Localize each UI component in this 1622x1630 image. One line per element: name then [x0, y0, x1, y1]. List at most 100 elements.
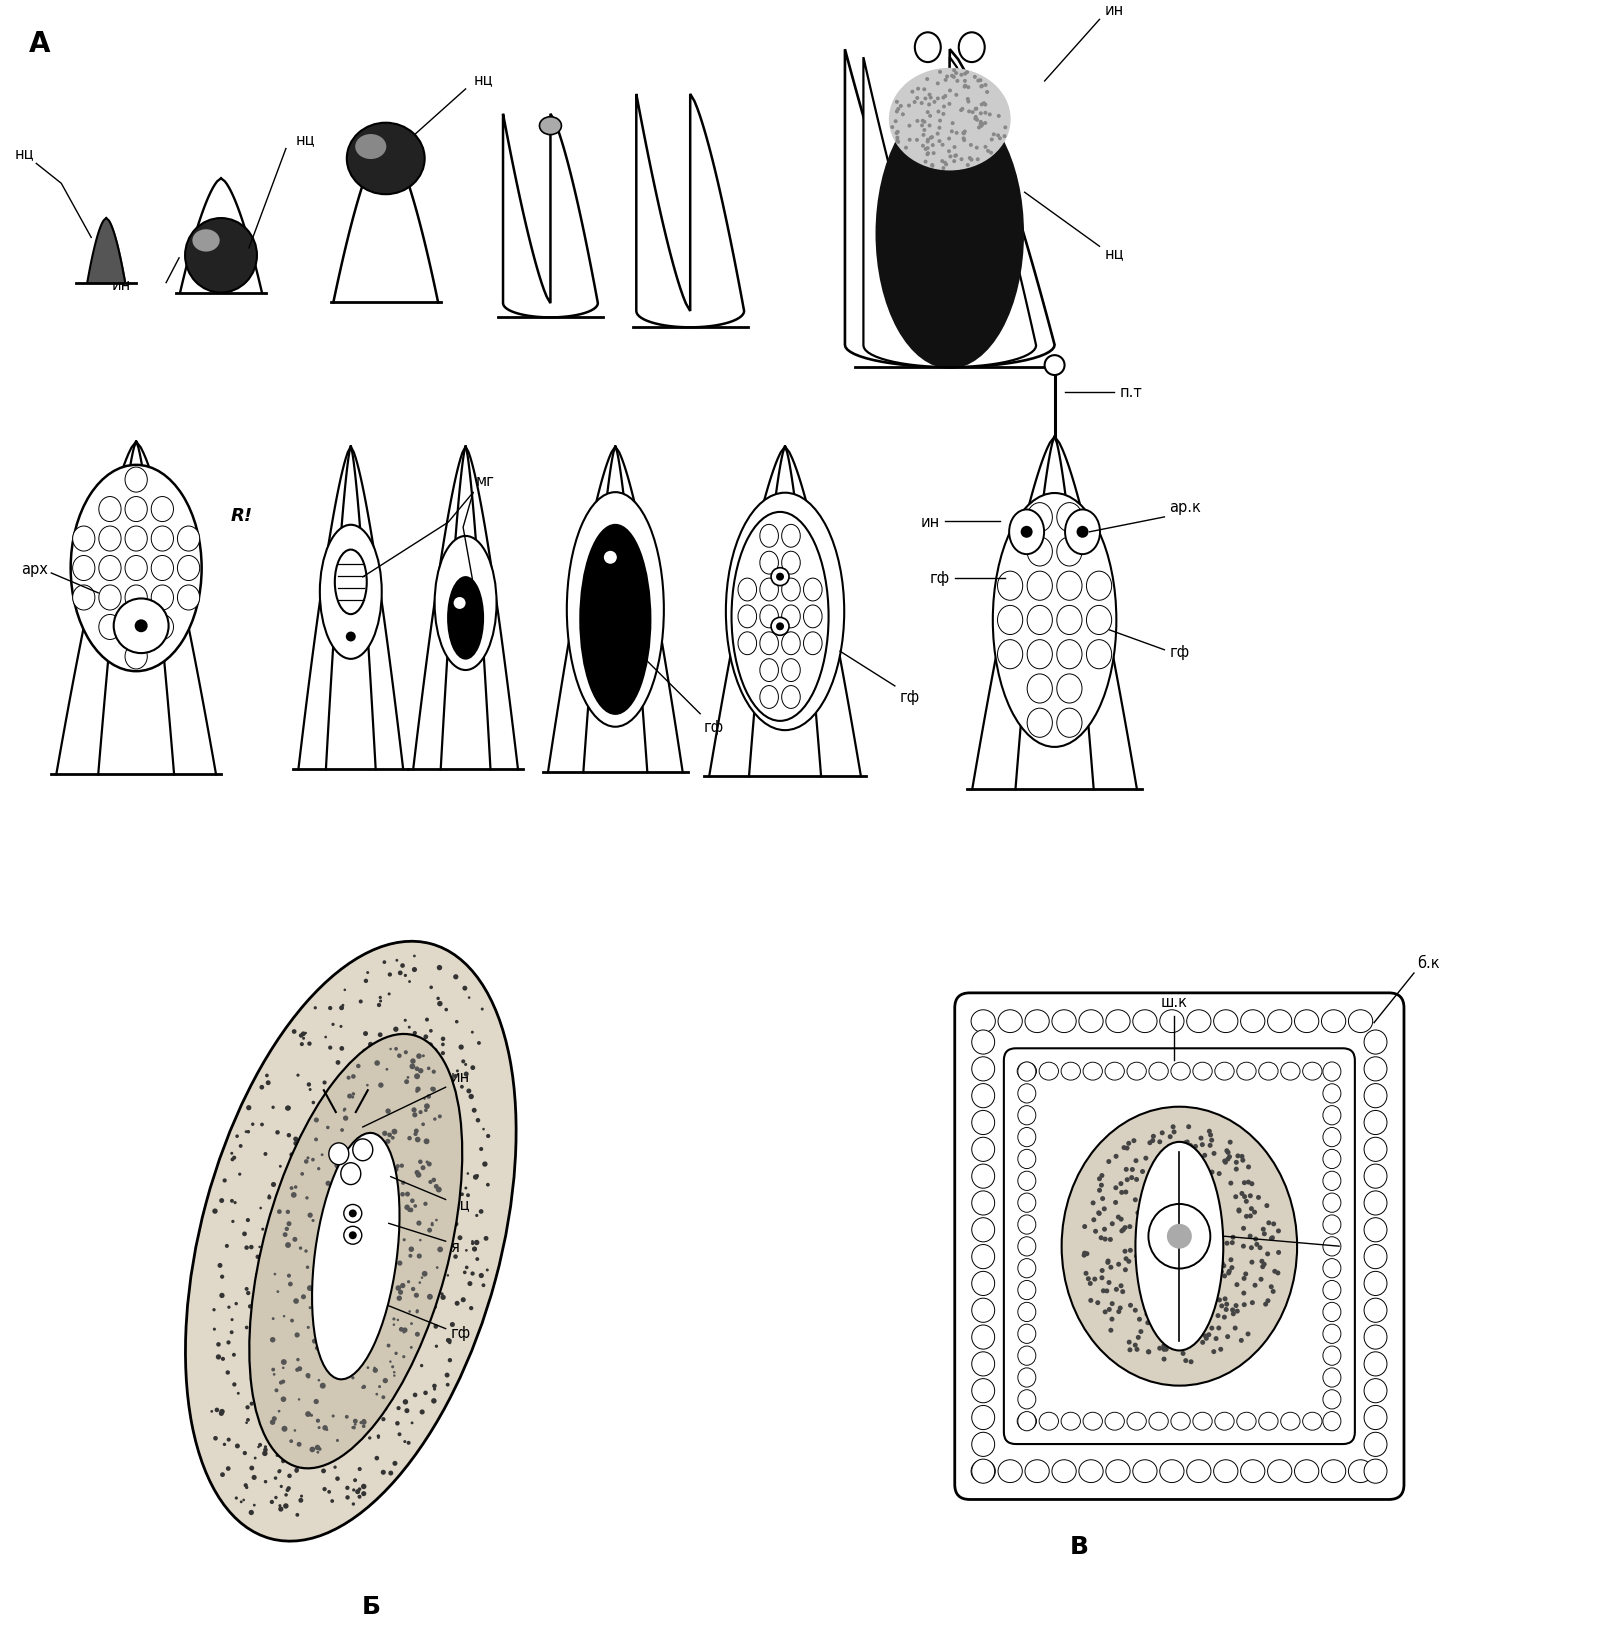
Ellipse shape	[1229, 1265, 1234, 1270]
Ellipse shape	[305, 1372, 310, 1377]
Ellipse shape	[1204, 1333, 1208, 1338]
Ellipse shape	[475, 1214, 478, 1218]
Ellipse shape	[1169, 1273, 1174, 1278]
Ellipse shape	[970, 111, 975, 116]
Ellipse shape	[334, 1263, 341, 1268]
Ellipse shape	[1147, 1260, 1152, 1265]
Ellipse shape	[297, 1224, 302, 1227]
Ellipse shape	[441, 1043, 444, 1046]
Ellipse shape	[540, 117, 561, 135]
Ellipse shape	[285, 1196, 289, 1200]
Ellipse shape	[410, 1346, 412, 1350]
Ellipse shape	[341, 1164, 360, 1185]
Ellipse shape	[406, 1136, 410, 1141]
Ellipse shape	[269, 1337, 276, 1343]
Ellipse shape	[983, 145, 988, 150]
Ellipse shape	[383, 960, 386, 965]
Ellipse shape	[99, 526, 122, 551]
Ellipse shape	[388, 1267, 391, 1270]
Ellipse shape	[435, 1219, 438, 1221]
Ellipse shape	[436, 965, 443, 971]
Ellipse shape	[274, 1496, 277, 1500]
Ellipse shape	[444, 1192, 451, 1196]
Ellipse shape	[225, 1371, 230, 1374]
Ellipse shape	[355, 1082, 362, 1089]
Ellipse shape	[441, 1130, 446, 1134]
Ellipse shape	[345, 1131, 350, 1136]
Ellipse shape	[1364, 1030, 1387, 1055]
Ellipse shape	[260, 1263, 264, 1270]
Ellipse shape	[279, 1506, 284, 1511]
Ellipse shape	[1082, 1250, 1087, 1255]
Ellipse shape	[444, 1009, 448, 1012]
Ellipse shape	[185, 218, 256, 293]
Ellipse shape	[329, 1333, 333, 1337]
Ellipse shape	[334, 1253, 339, 1258]
Ellipse shape	[151, 615, 174, 641]
Ellipse shape	[279, 1165, 282, 1169]
Ellipse shape	[431, 1123, 435, 1126]
Ellipse shape	[1197, 1328, 1202, 1333]
Ellipse shape	[151, 585, 174, 611]
Ellipse shape	[279, 1413, 282, 1416]
Ellipse shape	[415, 1311, 418, 1314]
Ellipse shape	[397, 1289, 404, 1294]
Ellipse shape	[289, 1152, 294, 1157]
Ellipse shape	[396, 960, 399, 962]
Ellipse shape	[980, 85, 983, 90]
Ellipse shape	[341, 1452, 344, 1456]
Ellipse shape	[396, 1286, 401, 1291]
Ellipse shape	[73, 556, 96, 582]
Ellipse shape	[1265, 1299, 1270, 1304]
Ellipse shape	[1156, 1346, 1163, 1351]
Ellipse shape	[1189, 1167, 1194, 1172]
Ellipse shape	[290, 1192, 297, 1198]
Ellipse shape	[274, 1477, 277, 1480]
Ellipse shape	[1114, 1288, 1119, 1293]
Ellipse shape	[1199, 1224, 1204, 1229]
Ellipse shape	[1324, 1149, 1341, 1169]
Ellipse shape	[944, 78, 947, 83]
Ellipse shape	[423, 1390, 428, 1395]
Ellipse shape	[962, 132, 965, 137]
Ellipse shape	[759, 579, 779, 601]
Ellipse shape	[414, 1133, 417, 1136]
Ellipse shape	[899, 104, 903, 109]
Ellipse shape	[368, 1358, 373, 1363]
Ellipse shape	[1234, 1161, 1239, 1165]
Ellipse shape	[357, 1064, 360, 1069]
Ellipse shape	[225, 1244, 229, 1249]
Ellipse shape	[368, 1161, 371, 1164]
Ellipse shape	[1200, 1143, 1205, 1148]
Ellipse shape	[928, 124, 931, 129]
Ellipse shape	[973, 117, 978, 122]
Ellipse shape	[352, 1389, 355, 1392]
Ellipse shape	[373, 1159, 378, 1164]
Ellipse shape	[339, 1156, 344, 1161]
Ellipse shape	[972, 1164, 994, 1188]
Ellipse shape	[333, 1306, 337, 1311]
Ellipse shape	[347, 1094, 352, 1099]
Ellipse shape	[337, 1148, 342, 1154]
Ellipse shape	[1187, 1011, 1212, 1033]
Ellipse shape	[1178, 1240, 1182, 1245]
Ellipse shape	[1186, 1299, 1191, 1304]
Ellipse shape	[1178, 1332, 1182, 1337]
Ellipse shape	[388, 993, 391, 996]
Ellipse shape	[998, 137, 1002, 142]
Ellipse shape	[367, 1084, 368, 1087]
Ellipse shape	[1087, 641, 1111, 670]
Ellipse shape	[603, 551, 616, 564]
Ellipse shape	[1163, 1346, 1169, 1351]
Ellipse shape	[1241, 1291, 1246, 1296]
Ellipse shape	[363, 1178, 368, 1183]
Ellipse shape	[365, 1195, 368, 1200]
Ellipse shape	[1147, 1317, 1153, 1322]
Text: А: А	[29, 31, 50, 59]
Ellipse shape	[422, 1271, 428, 1276]
Ellipse shape	[388, 1133, 393, 1138]
Ellipse shape	[926, 152, 929, 156]
Ellipse shape	[954, 155, 959, 158]
Ellipse shape	[1364, 1325, 1387, 1350]
Ellipse shape	[1225, 1335, 1229, 1340]
